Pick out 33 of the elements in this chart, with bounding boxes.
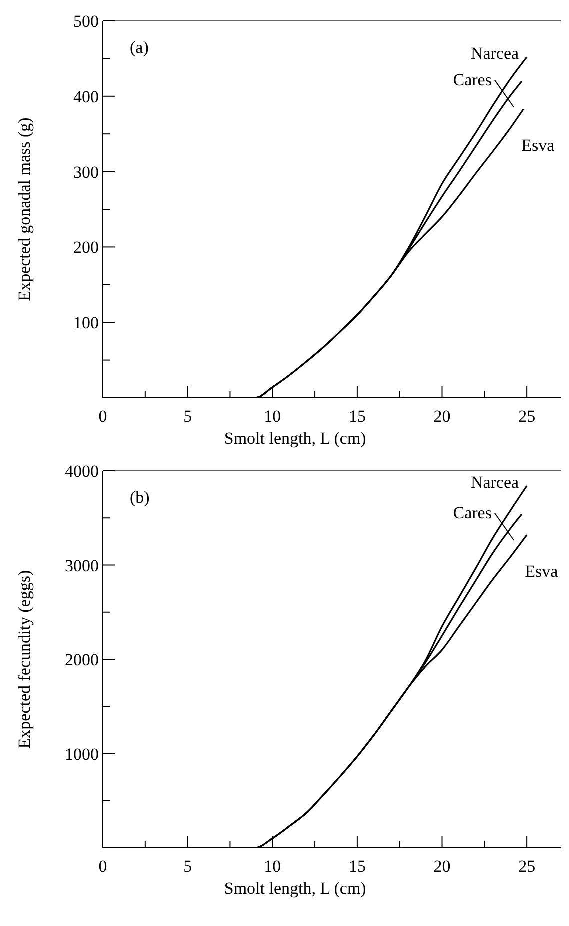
annotation: (a) xyxy=(130,38,149,58)
x-tick-label: 15 xyxy=(348,857,366,876)
x-tick-label: 15 xyxy=(348,407,366,426)
y-tick-label: 3000 xyxy=(65,556,99,576)
series-label: Esva xyxy=(525,562,559,582)
x-tick-label: 5 xyxy=(184,857,192,876)
series-label: Cares xyxy=(453,503,492,522)
x-tick-label: 10 xyxy=(264,407,282,426)
x-axis-title: Smolt length, L (cm) xyxy=(224,429,366,448)
x-tick-label: 25 xyxy=(518,407,536,426)
x-axis-title: Smolt length, L (cm) xyxy=(224,879,366,898)
series-label: Cares xyxy=(453,70,492,90)
y-tick-label: 1000 xyxy=(65,744,99,764)
y-axis-title: Expected fecundity (eggs) xyxy=(15,570,34,749)
series-label: Narcea xyxy=(470,473,520,492)
series-label: Narcea xyxy=(470,44,520,64)
series-label: Esva xyxy=(522,136,556,156)
x-tick-label: 20 xyxy=(434,857,451,876)
y-tick-label: 400 xyxy=(74,87,99,106)
annotation: (b) xyxy=(130,488,150,508)
y-tick-label: 4000 xyxy=(65,462,99,481)
y-tick-label: 300 xyxy=(74,162,99,182)
x-tick-label: 0 xyxy=(98,407,108,426)
x-tick-label: 10 xyxy=(264,857,282,876)
x-tick-label: 20 xyxy=(434,407,451,426)
x-tick-label: 5 xyxy=(184,407,192,426)
y-axis-title: Expected gonadal mass (g) xyxy=(15,118,34,302)
y-tick-label: 100 xyxy=(74,314,99,333)
y-tick-label: 500 xyxy=(74,12,99,31)
y-tick-label: 2000 xyxy=(65,650,99,670)
x-tick-label: 0 xyxy=(98,857,108,876)
x-tick-label: 25 xyxy=(518,857,536,876)
y-tick-label: 200 xyxy=(74,238,99,258)
